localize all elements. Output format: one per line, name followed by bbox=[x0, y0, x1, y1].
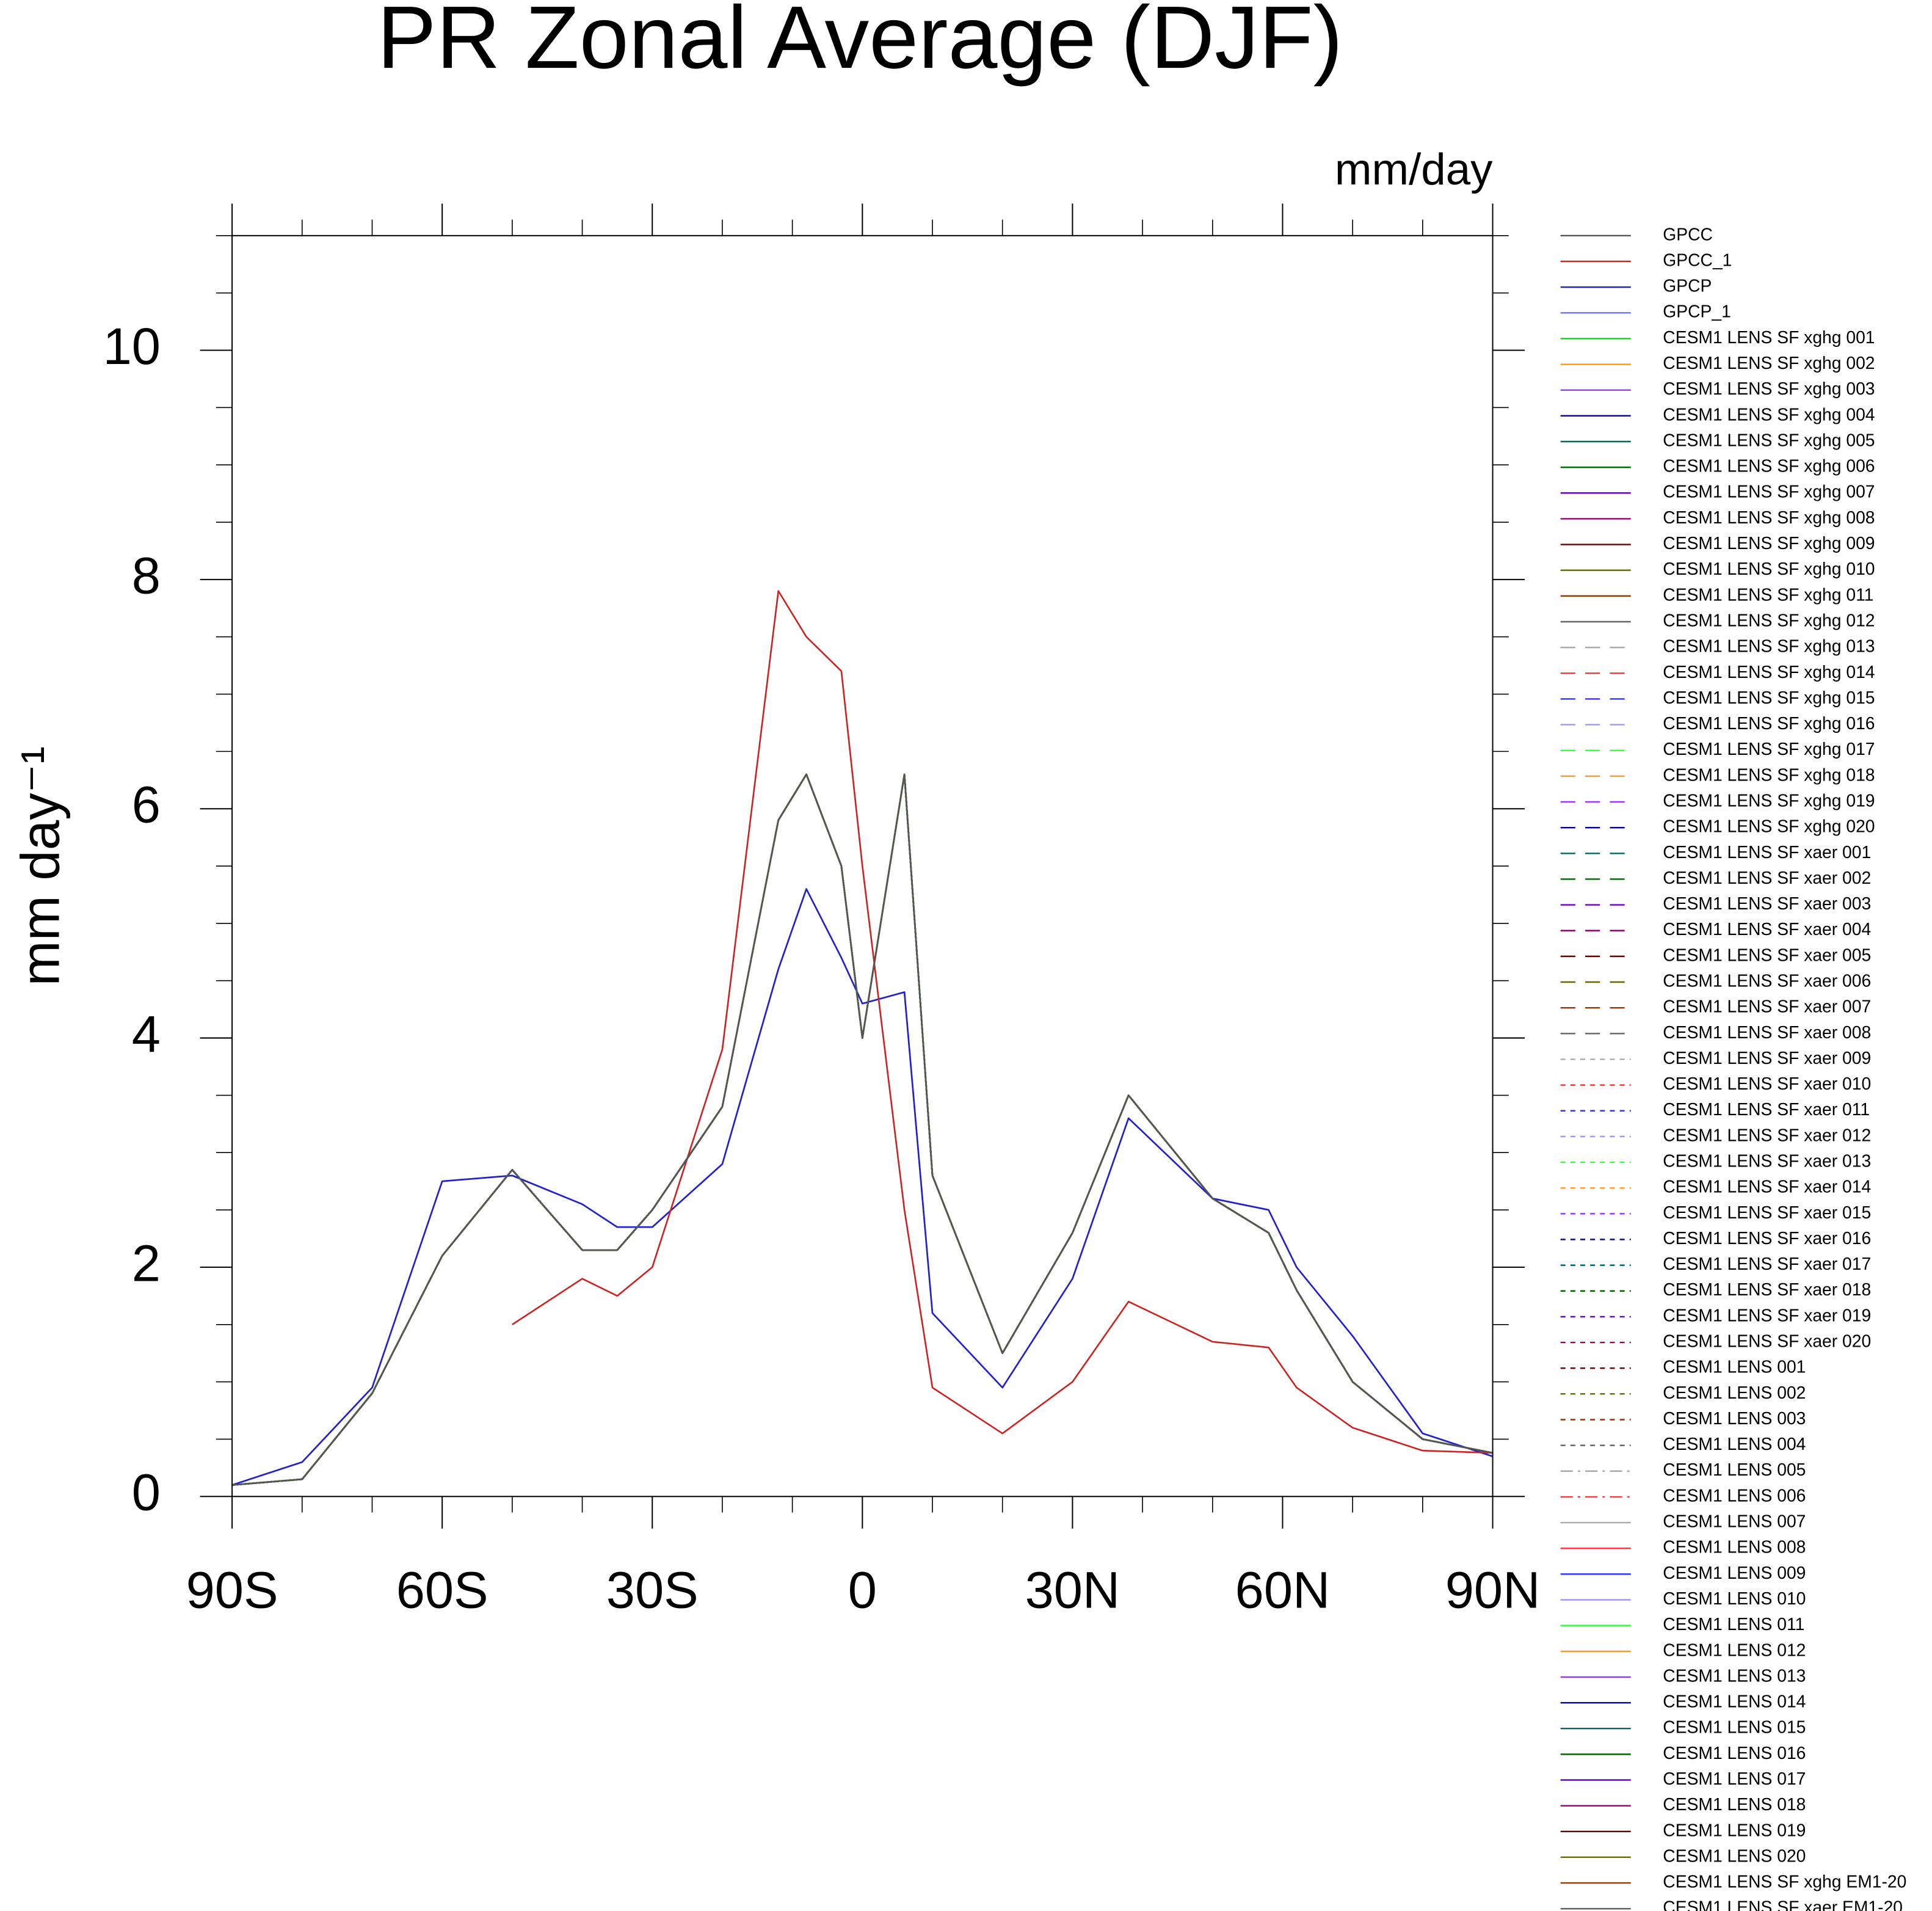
legend-label: CESM1 LENS SF xaer 020 bbox=[1663, 1331, 1871, 1351]
legend-label: CESM1 LENS SF xghg 012 bbox=[1663, 610, 1875, 630]
legend-label: CESM1 LENS SF xghg 017 bbox=[1663, 739, 1875, 759]
legend-label: CESM1 LENS SF xghg 015 bbox=[1663, 688, 1875, 707]
legend-label: CESM1 LENS SF xghg 010 bbox=[1663, 559, 1875, 578]
plot-frame bbox=[231, 235, 1494, 1498]
legend-label: CESM1 LENS SF xghg EM1-20 bbox=[1663, 1872, 1906, 1891]
legend-label: CESM1 LENS SF xghg 003 bbox=[1663, 379, 1875, 398]
legend-label: CESM1 LENS SF xghg 005 bbox=[1663, 430, 1875, 450]
legend-label: CESM1 LENS SF xaer EM1-20 bbox=[1663, 1898, 1903, 1911]
legend-label: CESM1 LENS SF xghg 014 bbox=[1663, 662, 1875, 682]
legend-label: CESM1 LENS SF xaer 013 bbox=[1663, 1151, 1871, 1171]
legend-label: GPCP_1 bbox=[1663, 302, 1731, 321]
legend-label: GPCC_1 bbox=[1663, 250, 1732, 269]
legend-label: CESM1 LENS SF xaer 010 bbox=[1663, 1074, 1871, 1093]
legend-label: CESM1 LENS 004 bbox=[1663, 1434, 1806, 1454]
y-tick-label: 2 bbox=[132, 1234, 161, 1292]
legend-label: CESM1 LENS 014 bbox=[1663, 1692, 1806, 1711]
legend-label: CESM1 LENS SF xaer 002 bbox=[1663, 868, 1871, 887]
units-label: mm/day bbox=[1335, 145, 1493, 194]
legend-label: CESM1 LENS SF xghg 002 bbox=[1663, 353, 1875, 373]
y-axis-label: mm day⁻¹ bbox=[10, 746, 71, 986]
legend-label: CESM1 LENS SF xghg 008 bbox=[1663, 508, 1875, 527]
legend-label: CESM1 LENS SF xghg 007 bbox=[1663, 482, 1875, 501]
series-line bbox=[231, 888, 1493, 1486]
x-tick-label: 90N bbox=[1445, 1560, 1541, 1618]
legend-label: CESM1 LENS SF xaer 009 bbox=[1663, 1048, 1871, 1068]
legend-label: CESM1 LENS SF xaer 007 bbox=[1663, 997, 1871, 1016]
y-tick-label: 0 bbox=[132, 1463, 161, 1521]
x-tick-label: 30N bbox=[1025, 1560, 1120, 1618]
legend-label: CESM1 LENS 019 bbox=[1663, 1820, 1806, 1840]
x-tick-label: 90S bbox=[186, 1560, 278, 1618]
x-tick-label: 0 bbox=[848, 1560, 877, 1618]
legend-label: CESM1 LENS SF xaer 008 bbox=[1663, 1022, 1871, 1042]
legend-label: CESM1 LENS SF xghg 004 bbox=[1663, 404, 1875, 424]
legend-label: CESM1 LENS SF xghg 009 bbox=[1663, 533, 1875, 553]
legend-label: CESM1 LENS 007 bbox=[1663, 1512, 1806, 1531]
legend-label: CESM1 LENS 020 bbox=[1663, 1846, 1806, 1865]
legend: GPCC GPCC_1 GPCP GPCP_1 CESM1 LENS SF xghg 0… bbox=[1560, 224, 1906, 1911]
legend-label: CESM1 LENS 006 bbox=[1663, 1485, 1806, 1505]
legend-label: CESM1 LENS SF xaer 001 bbox=[1663, 842, 1871, 862]
y-tick-label: 4 bbox=[132, 1005, 161, 1063]
y-tick-label: 10 bbox=[103, 317, 161, 375]
chart-title: PR Zonal Average (DJF) bbox=[377, 0, 1343, 87]
legend-label: CESM1 LENS 012 bbox=[1663, 1640, 1806, 1659]
series-line bbox=[512, 590, 1493, 1454]
legend-label: CESM1 LENS SF xaer 018 bbox=[1663, 1279, 1871, 1299]
legend-label: CESM1 LENS SF xghg 011 bbox=[1663, 584, 1873, 604]
legend-label: CESM1 LENS SF xghg 019 bbox=[1663, 790, 1875, 810]
legend-label: CESM1 LENS SF xghg 001 bbox=[1663, 327, 1875, 347]
legend-label: CESM1 LENS 009 bbox=[1663, 1563, 1806, 1582]
legend-label: CESM1 LENS 015 bbox=[1663, 1717, 1806, 1737]
legend-label: CESM1 LENS SF xaer 006 bbox=[1663, 970, 1871, 990]
legend-label: CESM1 LENS 001 bbox=[1663, 1357, 1806, 1377]
x-tick-label: 60N bbox=[1235, 1560, 1331, 1618]
plot-area: 0 2 4 6 8 10 90S 60S 30S 0 30N 60N 90N bbox=[103, 203, 1541, 1618]
legend-label: CESM1 LENS SF xaer 014 bbox=[1663, 1177, 1871, 1196]
series-line bbox=[231, 773, 1493, 1486]
y-tick-label: 6 bbox=[132, 776, 161, 834]
legend-label: CESM1 LENS 010 bbox=[1663, 1589, 1806, 1608]
legend-label: CESM1 LENS 018 bbox=[1663, 1794, 1806, 1814]
legend-label: CESM1 LENS SF xaer 015 bbox=[1663, 1203, 1871, 1222]
legend-label: CESM1 LENS SF xghg 016 bbox=[1663, 713, 1875, 733]
legend-label: CESM1 LENS 003 bbox=[1663, 1408, 1806, 1428]
legend-label: GPCC bbox=[1663, 224, 1713, 244]
x-tick-label: 60S bbox=[396, 1560, 488, 1618]
legend-label: CESM1 LENS SF xaer 012 bbox=[1663, 1125, 1871, 1145]
legend-label: CESM1 LENS SF xghg 013 bbox=[1663, 636, 1875, 656]
legend-label: CESM1 LENS SF xaer 017 bbox=[1663, 1254, 1871, 1273]
legend-label: CESM1 LENS 013 bbox=[1663, 1665, 1806, 1685]
legend-label: CESM1 LENS SF xaer 016 bbox=[1663, 1228, 1871, 1248]
legend-label: GPCP bbox=[1663, 276, 1712, 296]
x-tick-label: 30S bbox=[606, 1560, 699, 1618]
legend-label: CESM1 LENS SF xghg 006 bbox=[1663, 456, 1875, 476]
legend-label: CESM1 LENS 011 bbox=[1663, 1614, 1804, 1634]
legend-label: CESM1 LENS SF xaer 005 bbox=[1663, 945, 1871, 964]
y-tick-label: 8 bbox=[132, 546, 161, 604]
legend-label: CESM1 LENS SF xghg 018 bbox=[1663, 765, 1875, 784]
legend-label: CESM1 LENS 017 bbox=[1663, 1769, 1806, 1788]
legend-label: CESM1 LENS SF xghg 020 bbox=[1663, 817, 1875, 836]
legend-label: CESM1 LENS 002 bbox=[1663, 1383, 1806, 1402]
legend-label: CESM1 LENS 016 bbox=[1663, 1743, 1806, 1763]
legend-label: CESM1 LENS SF xaer 019 bbox=[1663, 1305, 1871, 1325]
legend-label: CESM1 LENS SF xaer 004 bbox=[1663, 919, 1871, 939]
legend-label: CESM1 LENS SF xaer 011 bbox=[1663, 1099, 1870, 1119]
legend-label: CESM1 LENS SF xaer 003 bbox=[1663, 894, 1871, 913]
legend-label: CESM1 LENS 008 bbox=[1663, 1537, 1806, 1557]
legend-label: CESM1 LENS 005 bbox=[1663, 1460, 1806, 1479]
